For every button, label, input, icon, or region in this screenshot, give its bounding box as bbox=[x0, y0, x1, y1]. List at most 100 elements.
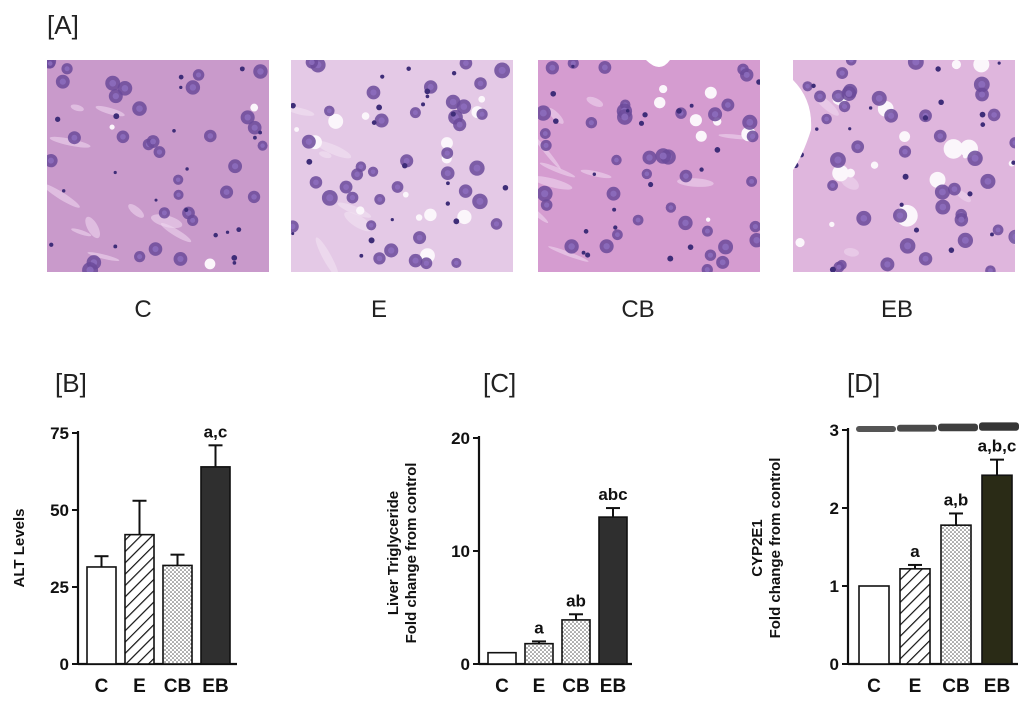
nucleus-core bbox=[423, 260, 430, 266]
dark-cell bbox=[291, 102, 296, 109]
nucleus-core bbox=[659, 152, 667, 160]
dark-cell bbox=[450, 111, 456, 117]
dark-cell bbox=[612, 207, 617, 212]
nucleus-core bbox=[463, 60, 469, 67]
bar-c bbox=[86, 566, 117, 665]
tissue-streak bbox=[315, 237, 339, 272]
nucleus-core bbox=[724, 102, 731, 108]
y-tick-label: 1 bbox=[830, 577, 839, 596]
nucleus-core bbox=[444, 170, 451, 177]
dark-cell bbox=[445, 201, 450, 206]
nucleus-core bbox=[836, 264, 842, 270]
nucleus-core bbox=[244, 114, 251, 121]
nucleus-core bbox=[196, 72, 202, 78]
tissue-streak bbox=[71, 228, 92, 237]
nucleus-core bbox=[830, 183, 836, 188]
bar-eb bbox=[981, 474, 1013, 665]
nucleus-core bbox=[614, 157, 619, 163]
tissue-streak bbox=[315, 140, 352, 159]
nucleus-core bbox=[498, 66, 506, 74]
panel-a-label: [A] bbox=[47, 10, 79, 40]
tissue-streak bbox=[547, 107, 564, 124]
nucleus-core bbox=[937, 133, 944, 139]
dark-cell bbox=[848, 127, 852, 131]
tissue-streak bbox=[85, 216, 101, 239]
nucleus-core bbox=[749, 133, 756, 140]
dark-cell bbox=[948, 247, 955, 253]
liver-triglyceride-chart: 0 10 20 Liver Triglyceride Fold change from … bbox=[385, 429, 632, 697]
dark-cell bbox=[676, 108, 682, 114]
nucleus-core bbox=[939, 188, 946, 196]
dark-cell bbox=[453, 218, 460, 225]
x-tick-label: E bbox=[909, 676, 922, 697]
dark-cell bbox=[113, 113, 120, 120]
significance-label: a,c bbox=[204, 422, 228, 441]
dark-cell bbox=[179, 85, 183, 90]
vacuole bbox=[402, 191, 409, 198]
nucleus-core bbox=[416, 234, 423, 241]
vacuole bbox=[899, 131, 911, 143]
nucleus-core bbox=[543, 142, 549, 148]
y-axis-label-group: ALT Levels bbox=[11, 509, 28, 588]
nucleus-core bbox=[544, 202, 550, 208]
nucleus-core bbox=[121, 84, 129, 92]
alt-levels-chart: 0 25 50 75 ALT Levels C E CB EB a,c bbox=[11, 422, 237, 697]
nucleus-core bbox=[888, 112, 895, 119]
x-tick-label: EB bbox=[984, 676, 1010, 697]
nucleus-core bbox=[743, 71, 750, 78]
dark-cell bbox=[185, 167, 189, 171]
nucleus-core bbox=[939, 203, 947, 211]
dark-cell bbox=[421, 102, 426, 107]
dark-cell bbox=[990, 232, 994, 237]
dark-cell bbox=[406, 66, 411, 71]
nucleus-core bbox=[47, 157, 54, 164]
nucleus-core bbox=[251, 124, 258, 131]
dark-cell bbox=[113, 244, 118, 249]
histology-svg-e bbox=[291, 60, 513, 272]
nucleus-core bbox=[479, 111, 485, 117]
vacuole bbox=[659, 84, 668, 94]
bar-cb bbox=[561, 619, 591, 665]
tissue-streak bbox=[128, 204, 144, 218]
dark-cell bbox=[239, 66, 245, 72]
y-axis-label: Liver Triglyceride bbox=[385, 491, 402, 615]
nucleus-core bbox=[978, 91, 986, 98]
nucleus-core bbox=[175, 177, 181, 183]
significance-label: ab bbox=[566, 591, 586, 610]
nucleus-core bbox=[704, 267, 710, 272]
nucleus-core bbox=[995, 227, 1001, 233]
tissue-streak bbox=[47, 183, 80, 208]
dark-cell bbox=[380, 74, 385, 79]
histology-svg-c bbox=[47, 60, 269, 272]
vacuole bbox=[441, 137, 453, 150]
nucleus-core bbox=[326, 108, 332, 114]
dark-cell bbox=[291, 232, 295, 236]
x-tick-label: EB bbox=[600, 676, 626, 697]
vacuole bbox=[951, 60, 961, 70]
dark-cell bbox=[306, 158, 313, 165]
dark-cell bbox=[583, 229, 589, 234]
nucleus-core bbox=[951, 186, 958, 192]
dark-cell bbox=[902, 173, 909, 180]
vacuole bbox=[929, 171, 946, 188]
dark-cell bbox=[253, 135, 257, 140]
dark-cell bbox=[667, 255, 674, 262]
dark-cell bbox=[581, 250, 586, 255]
vacuole bbox=[328, 113, 344, 129]
x-tick-label: C bbox=[867, 676, 881, 697]
dark-cell bbox=[714, 147, 721, 153]
y-tick-label: 10 bbox=[451, 542, 470, 561]
dark-cell bbox=[113, 170, 117, 175]
tissue-streak bbox=[150, 214, 183, 229]
dark-cell bbox=[424, 88, 431, 95]
nucleus-core bbox=[64, 66, 70, 72]
tissue-streak bbox=[291, 106, 315, 116]
nucleus-core bbox=[904, 242, 912, 250]
nucleus-core bbox=[223, 189, 230, 196]
y-axis-label: ALT Levels bbox=[11, 509, 28, 588]
nucleus-core bbox=[644, 171, 650, 177]
dark-cell bbox=[425, 94, 430, 99]
vacuole bbox=[704, 86, 717, 99]
dark-cell bbox=[1011, 160, 1015, 165]
significance-label: abc bbox=[598, 485, 627, 504]
